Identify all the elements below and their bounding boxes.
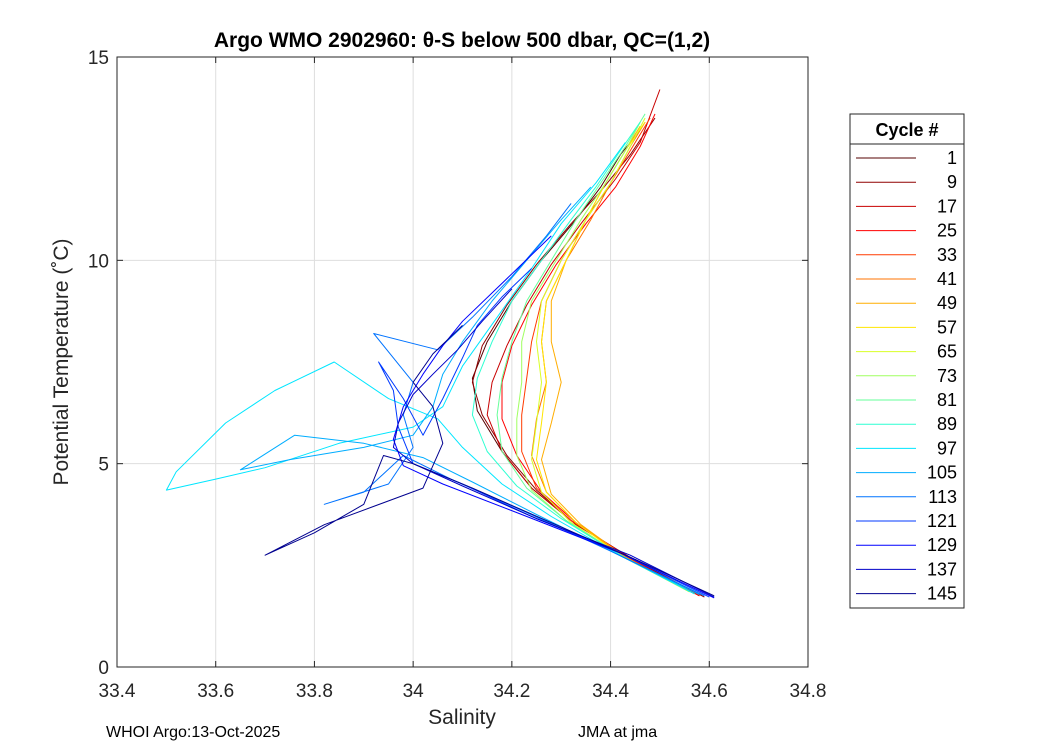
profile-line-cycle-137: [392, 288, 715, 598]
legend-label: 73: [937, 366, 957, 386]
plot-axes-box: [116, 56, 809, 668]
legend-label: 145: [927, 584, 957, 604]
legend-label: 113: [928, 487, 957, 507]
profile-line-cycle-105: [239, 186, 700, 596]
legend-label: 97: [937, 438, 957, 458]
legend-label: 89: [937, 414, 957, 434]
legend-label: 137: [927, 559, 957, 579]
profile-lines: [165, 89, 715, 599]
profile-line-cycle-25: [501, 113, 700, 597]
profile-line-cycle-65: [531, 117, 690, 593]
legend-label: 17: [937, 196, 957, 216]
x-axis-label: Salinity: [428, 706, 496, 729]
x-tick-label: 34: [403, 681, 425, 702]
profile-line-cycle-129: [392, 235, 715, 599]
profile-line-cycle-89: [471, 121, 695, 595]
legend-label: 41: [937, 269, 957, 289]
legend-label: 121: [927, 511, 957, 531]
legend-label: 33: [937, 245, 957, 265]
legend: Cycle # 1 9 17 25 33 41 49 57 65 73 81 89 97 105 113 12…: [849, 113, 965, 609]
x-tick-label: 33.8: [296, 681, 333, 702]
x-tick-label: 33.6: [197, 681, 234, 702]
x-tick-label: 34.8: [790, 681, 827, 702]
legend-label: 25: [937, 221, 957, 241]
footer-credit-left: WHOI Argo:13-Oct-2025: [106, 724, 281, 741]
legend-label: 1: [947, 148, 957, 168]
y-tick-label: 15: [88, 48, 109, 69]
y-tick-label: 0: [98, 658, 109, 679]
legend-title: Cycle #: [875, 120, 938, 140]
profile-line-cycle-121: [378, 268, 710, 598]
legend-label: 49: [937, 293, 957, 313]
legend-label: 65: [937, 342, 957, 362]
profile-line-cycle-81: [496, 113, 695, 595]
legend-entries: 1 9 17 25 33 41 49 57 65 73 81 89 97 105 113 121 129 137 1…: [856, 148, 957, 604]
legend-label: 129: [927, 535, 957, 555]
x-tick-label: 34.6: [691, 681, 728, 702]
profile-line-cycle-97: [165, 142, 695, 595]
legend-label: 105: [927, 463, 957, 483]
legend-label: 57: [937, 317, 957, 337]
chart-title: Argo WMO 2902960: θ-S below 500 dbar, QC…: [214, 29, 710, 52]
y-axis-label: Potential Temperature (˚C): [50, 238, 73, 485]
profile-line-cycle-57: [536, 121, 690, 593]
profile-line-cycle-145: [264, 325, 715, 597]
x-tick-label: 34.2: [493, 681, 530, 702]
legend-box: [849, 113, 965, 609]
x-tick-label: 34.4: [592, 681, 629, 702]
x-tick-label: 33.4: [99, 681, 136, 702]
gridlines: [117, 57, 808, 667]
legend-label: 9: [947, 172, 957, 192]
y-tick-label: 5: [98, 455, 109, 476]
legend-label: 81: [937, 390, 957, 410]
axis-ticks: 33.4 33.6 33.8 34 34.2 34.4 34.6 34.8 0 5 10 15: [88, 48, 827, 702]
y-tick-label: 10: [88, 251, 109, 272]
footer-credit-right: JMA at jma: [578, 724, 658, 741]
